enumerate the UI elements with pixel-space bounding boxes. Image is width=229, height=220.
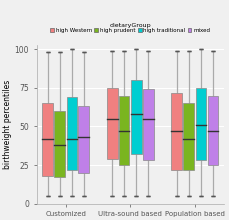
Bar <box>131 80 142 154</box>
Bar <box>207 96 218 165</box>
Bar <box>143 90 154 160</box>
Bar <box>119 96 129 165</box>
Bar <box>183 103 194 170</box>
Y-axis label: birthweight percentiles: birthweight percentiles <box>3 79 12 169</box>
Bar <box>196 88 206 160</box>
Bar <box>79 106 89 173</box>
Bar <box>67 97 77 170</box>
Bar <box>54 111 65 177</box>
Legend: high Western, high prudent, high traditional, mixed: high Western, high prudent, high traditi… <box>50 22 211 34</box>
Bar <box>107 88 117 159</box>
Bar <box>171 93 182 170</box>
Bar <box>42 103 53 176</box>
